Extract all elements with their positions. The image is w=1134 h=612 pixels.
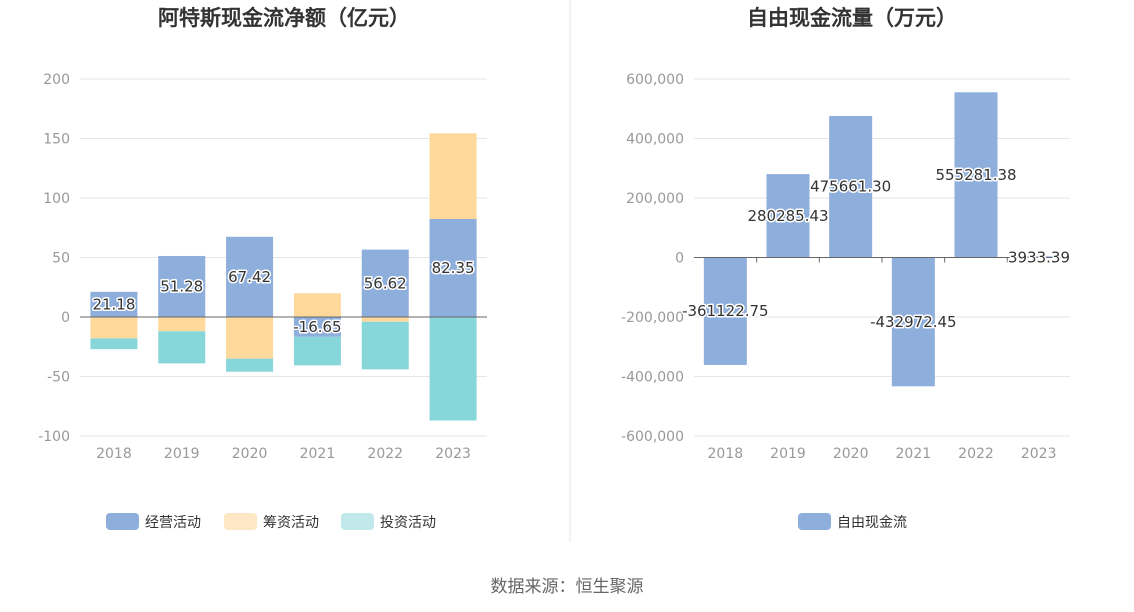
legend-swatch-fcf	[798, 513, 831, 530]
data-label-operating: 82.35	[432, 259, 475, 277]
bar-fcf	[1017, 256, 1061, 258]
y-tick-label: 0	[61, 310, 70, 326]
bar-financing	[90, 317, 138, 339]
legend-swatch-financing	[224, 513, 257, 530]
y-tick-label: 600,000	[626, 72, 684, 88]
legend-item-operating[interactable]: 经营活动	[106, 513, 201, 531]
y-tick-label: 50	[52, 251, 70, 267]
data-label-fcf: 3933.39	[1008, 249, 1070, 267]
y-tick-label: -50	[47, 370, 70, 386]
bar-operating	[226, 236, 274, 317]
legend-label-operating: 经营活动	[145, 515, 201, 531]
bar-fcf	[703, 257, 747, 365]
data-label-operating: 51.28	[160, 277, 203, 295]
x-tick-label: 2020	[833, 446, 869, 462]
legend-item-financing[interactable]: 筹资活动	[224, 513, 319, 531]
y-tick-label: 200,000	[626, 191, 684, 207]
data-source: 数据来源：恒生聚源	[491, 577, 644, 597]
bar-operating	[361, 249, 409, 317]
legend-item-fcf[interactable]: 自由现金流	[798, 513, 907, 531]
y-tick-label: -600,000	[621, 429, 684, 445]
bar-financing	[158, 317, 206, 332]
bar-fcf	[891, 257, 935, 387]
bar-investing	[429, 317, 477, 421]
bar-operating	[90, 291, 138, 317]
x-tick-label: 2019	[164, 446, 200, 462]
bar-investing	[361, 321, 409, 370]
legend-swatch-investing	[341, 513, 374, 530]
bar-operating	[429, 219, 477, 317]
bar-operating	[158, 255, 206, 317]
x-tick-label: 2022	[367, 446, 403, 462]
right-chart-plot: -600,000 -400,000 -200,000 0 200,000 400,000 6…	[621, 72, 1071, 462]
bar-fcf	[766, 174, 810, 258]
legend-label-investing: 投资活动	[380, 515, 436, 531]
data-label-fcf: -432972.45	[870, 313, 957, 331]
x-tick-label: 2020	[232, 446, 268, 462]
data-label-operating: -16.65	[293, 318, 341, 336]
x-tick-label: 2021	[896, 446, 932, 462]
bar-operating	[293, 317, 341, 337]
bar-investing	[226, 358, 274, 372]
left-legend: 经营活动 筹资活动 投资活动	[106, 513, 436, 531]
x-tick-label: 2022	[958, 446, 994, 462]
data-label-operating: 21.18	[92, 295, 135, 313]
bar-financing	[361, 317, 409, 322]
right-chart-title: 自由现金流量（万元）	[747, 6, 957, 30]
data-label-fcf: -361122.75	[682, 302, 769, 320]
bar-financing	[293, 293, 341, 317]
data-label-operating: 56.62	[364, 274, 407, 292]
legend-label-fcf: 自由现金流	[837, 515, 907, 531]
legend-item-investing[interactable]: 投资活动	[341, 513, 436, 531]
x-tick-label: 2021	[300, 446, 336, 462]
legend-swatch-operating	[106, 513, 139, 530]
x-tick-label: 2018	[96, 446, 132, 462]
bar-investing	[90, 338, 138, 350]
y-tick-label: -200,000	[621, 310, 684, 326]
y-tick-label: -100	[38, 429, 70, 445]
x-tick-label: 2023	[435, 446, 471, 462]
y-tick-label: 100	[43, 191, 70, 207]
left-chart-plot: -100 -50 0 50 100 150 200 21.18 51.28 67.42 -16.65…	[38, 72, 487, 462]
data-label-operating: 67.42	[228, 268, 271, 286]
right-legend: 自由现金流	[798, 513, 907, 531]
legend-label-financing: 筹资活动	[263, 514, 319, 531]
data-label-fcf: 280285.43	[747, 207, 828, 225]
data-label-fcf: 555281.38	[935, 166, 1016, 184]
y-tick-label: 150	[43, 132, 70, 148]
x-tick-label: 2018	[708, 446, 744, 462]
y-tick-label: 200	[43, 72, 70, 88]
y-tick-label: -400,000	[621, 370, 684, 386]
bar-investing	[158, 331, 206, 364]
bar-fcf	[829, 115, 873, 258]
y-tick-label: 400,000	[626, 132, 684, 148]
x-tick-label: 2019	[770, 446, 806, 462]
bar-investing	[293, 336, 341, 366]
bar-fcf	[954, 92, 998, 258]
x-tick-label: 2023	[1021, 446, 1057, 462]
bar-financing	[429, 133, 477, 220]
data-label-fcf: 475661.30	[810, 178, 891, 196]
bar-financing	[226, 317, 274, 359]
y-tick-label: 0	[675, 251, 684, 267]
left-chart-title: 阿特斯现金流净额（亿元）	[158, 6, 410, 30]
